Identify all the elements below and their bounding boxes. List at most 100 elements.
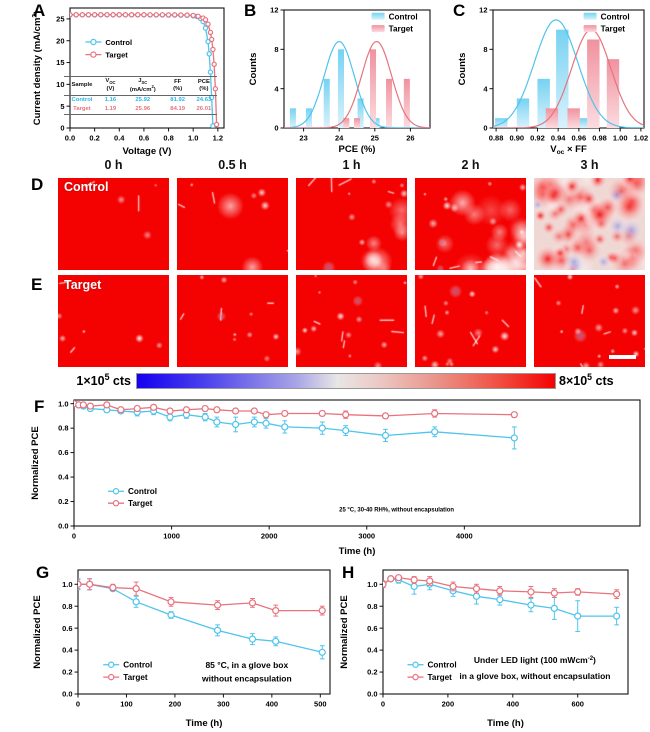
series-target — [74, 400, 518, 420]
gaussian-curve — [284, 40, 430, 128]
data-marker — [132, 598, 140, 606]
panel-g-plot: 0 100 200 300 400 500 0.0 0.2 0.4 0.6 0.8 1.0 Time (… — [32, 569, 331, 729]
axis-ticks: 0 200 400 600 0.0 0.2 0.4 0.6 0.8 1.0 — [367, 580, 584, 709]
data-marker — [613, 612, 621, 620]
jv-table-cell: 25.92 — [135, 97, 151, 104]
data-marker — [449, 582, 457, 591]
svg-text:1.00: 1.00 — [613, 134, 628, 143]
panel-h-label: H — [342, 563, 355, 582]
data-marker — [496, 596, 504, 604]
x-axis-label: Time (h) — [487, 718, 524, 729]
data-marker — [550, 589, 558, 597]
data-marker — [318, 424, 326, 432]
data-marker — [165, 12, 172, 18]
data-marker — [103, 401, 111, 409]
svg-text:0.98: 0.98 — [592, 134, 607, 143]
data-marker — [262, 419, 270, 427]
heat-image-control-2 — [296, 178, 407, 270]
data-marker — [232, 420, 240, 429]
svg-text:Control: Control — [428, 661, 457, 670]
data-marker — [431, 428, 439, 436]
data-marker — [104, 12, 110, 18]
data-marker — [167, 598, 175, 606]
data-marker — [318, 409, 326, 418]
svg-text:0.6: 0.6 — [62, 624, 72, 633]
data-marker — [248, 599, 257, 607]
svg-text:Control: Control — [601, 12, 630, 21]
vocff-histogram-chart: 0.88 0.90 0.92 0.94 0.96 0.98 1.00 1.02 0 4 8 12 Voc… — [455, 0, 648, 156]
series-target — [383, 574, 621, 600]
svg-text:0.8: 0.8 — [58, 424, 68, 433]
bar-target — [386, 78, 393, 128]
svg-text:12: 12 — [479, 6, 487, 15]
jv-table-cell: 24.63 — [196, 97, 212, 104]
svg-text:0: 0 — [76, 700, 80, 709]
bar-control — [556, 29, 569, 128]
svg-text:0: 0 — [381, 700, 385, 709]
gaussian-curve — [493, 19, 644, 128]
svg-text:4: 4 — [274, 84, 279, 93]
svg-text:Target: Target — [389, 25, 414, 34]
svg-text:23: 23 — [299, 134, 307, 143]
data-marker — [387, 575, 395, 583]
svg-text:Control: Control — [128, 487, 157, 496]
svg-text:0: 0 — [483, 124, 487, 133]
svg-text:0.8: 0.8 — [367, 602, 377, 611]
svg-text:0.8: 0.8 — [62, 602, 72, 611]
panel-b-plot: 23 24 25 26 0 4 8 12 PCE (%) Counts Control Target — [248, 6, 431, 155]
svg-text:0.0: 0.0 — [58, 522, 68, 531]
svg-text:200: 200 — [442, 700, 455, 709]
bar-control — [357, 98, 364, 128]
bar-target — [403, 78, 410, 128]
svg-text:0.90: 0.90 — [509, 134, 524, 143]
panel-a-label: A — [33, 1, 46, 20]
data-marker — [211, 61, 217, 67]
heat-image-control-1 — [177, 178, 288, 270]
data-marker — [117, 406, 125, 414]
svg-text:0.2: 0.2 — [62, 668, 72, 677]
annotation: without encapsulation — [201, 674, 292, 684]
data-marker — [574, 612, 582, 620]
data-marker — [116, 12, 122, 18]
svg-text:1.0: 1.0 — [58, 399, 68, 408]
legend-swatch — [583, 25, 597, 33]
colorbar-gradient — [136, 373, 556, 389]
svg-text:0.4: 0.4 — [58, 473, 69, 482]
shelf-stability-chart: 0 1000 2000 3000 4000 0.0 0.2 0.4 0.6 0.8 1.0 Time … — [28, 392, 646, 558]
svg-text:0.0: 0.0 — [62, 690, 72, 699]
heat-image-target-2 — [296, 275, 407, 367]
target-image-tag: Target — [64, 278, 102, 292]
panel-a-plot: 0.0 0.2 0.4 0.6 0.8 1.0 1.2 0 5 10 15 20 25 Voltage (… — [31, 7, 225, 157]
data-marker — [318, 648, 326, 656]
y-axis-label: Current density (mA/cm2) — [31, 11, 43, 126]
colorbar-max-label: 8×105 cts — [559, 372, 614, 389]
svg-text:300: 300 — [217, 700, 230, 709]
data-marker — [281, 423, 289, 431]
data-marker — [122, 12, 129, 18]
heat-image-target-3 — [415, 275, 526, 367]
svg-text:0.2: 0.2 — [89, 134, 99, 143]
legend-swatch — [583, 12, 597, 20]
x-axis-label: Voc × FF — [550, 144, 587, 156]
data-marker — [128, 12, 135, 18]
data-marker — [201, 413, 209, 421]
data-marker — [383, 580, 387, 588]
bar-target — [369, 49, 377, 128]
time-label-1h: 1 h — [342, 158, 361, 172]
jv-table-header: Sample — [64, 76, 100, 96]
axis-frame — [77, 569, 331, 695]
data-marker — [147, 12, 153, 18]
svg-text:1.02: 1.02 — [634, 134, 648, 143]
annotation: 25 °C, 30-40 RH%, without encapsulation — [339, 507, 454, 513]
bar-target — [343, 118, 350, 128]
data-marker — [394, 574, 403, 582]
svg-text:100: 100 — [120, 700, 133, 709]
data-marker — [184, 12, 190, 18]
svg-text:20: 20 — [56, 36, 64, 45]
data-marker — [248, 635, 257, 643]
data-marker — [86, 580, 94, 588]
jv-table-header: JSC (mA/cm2) — [120, 76, 165, 96]
data-marker — [98, 12, 104, 18]
data-marker — [410, 582, 418, 591]
histogram-bars — [495, 29, 620, 128]
